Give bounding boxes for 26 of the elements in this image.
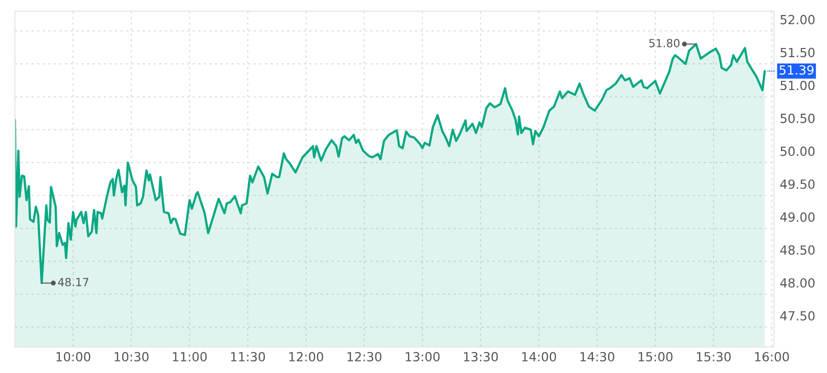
x-tick-label: 15:00: [638, 352, 672, 362]
x-tick-label: 15:30: [696, 352, 731, 362]
y-tick-label: 52.00: [780, 14, 815, 24]
x-tick-label: 10:00: [56, 352, 90, 362]
annotation: 51.39: [780, 65, 814, 75]
x-tick-label: 16:00: [755, 352, 789, 362]
annotation: 48.17: [58, 278, 88, 286]
y-tick-label: 50.00: [780, 146, 815, 156]
x-tick-label: 13:30: [464, 352, 498, 362]
y-tick-label: 48.50: [780, 245, 815, 255]
y-tick-label: 51.00: [780, 80, 815, 90]
x-tick-label: 10:30: [114, 352, 149, 362]
y-tick-label: 49.00: [780, 212, 815, 222]
x-tick-label: 14:00: [522, 352, 556, 362]
x-tick-label: 13:00: [406, 352, 440, 362]
y-tick-label: 47.50: [780, 311, 815, 321]
y-tick-label: 51.50: [780, 48, 815, 58]
x-tick-label: 14:30: [580, 352, 614, 362]
y-tick-label: 50.50: [780, 114, 815, 124]
y-tick-label: 49.50: [780, 179, 815, 189]
x-tick-label: 12:30: [348, 352, 382, 362]
x-tick-label: 11:00: [172, 352, 207, 362]
x-tick-label: 11:30: [231, 352, 265, 362]
x-tick-label: 12:00: [289, 352, 324, 362]
annotation: 51.80: [649, 38, 680, 48]
y-tick-label: 48.00: [780, 278, 815, 288]
